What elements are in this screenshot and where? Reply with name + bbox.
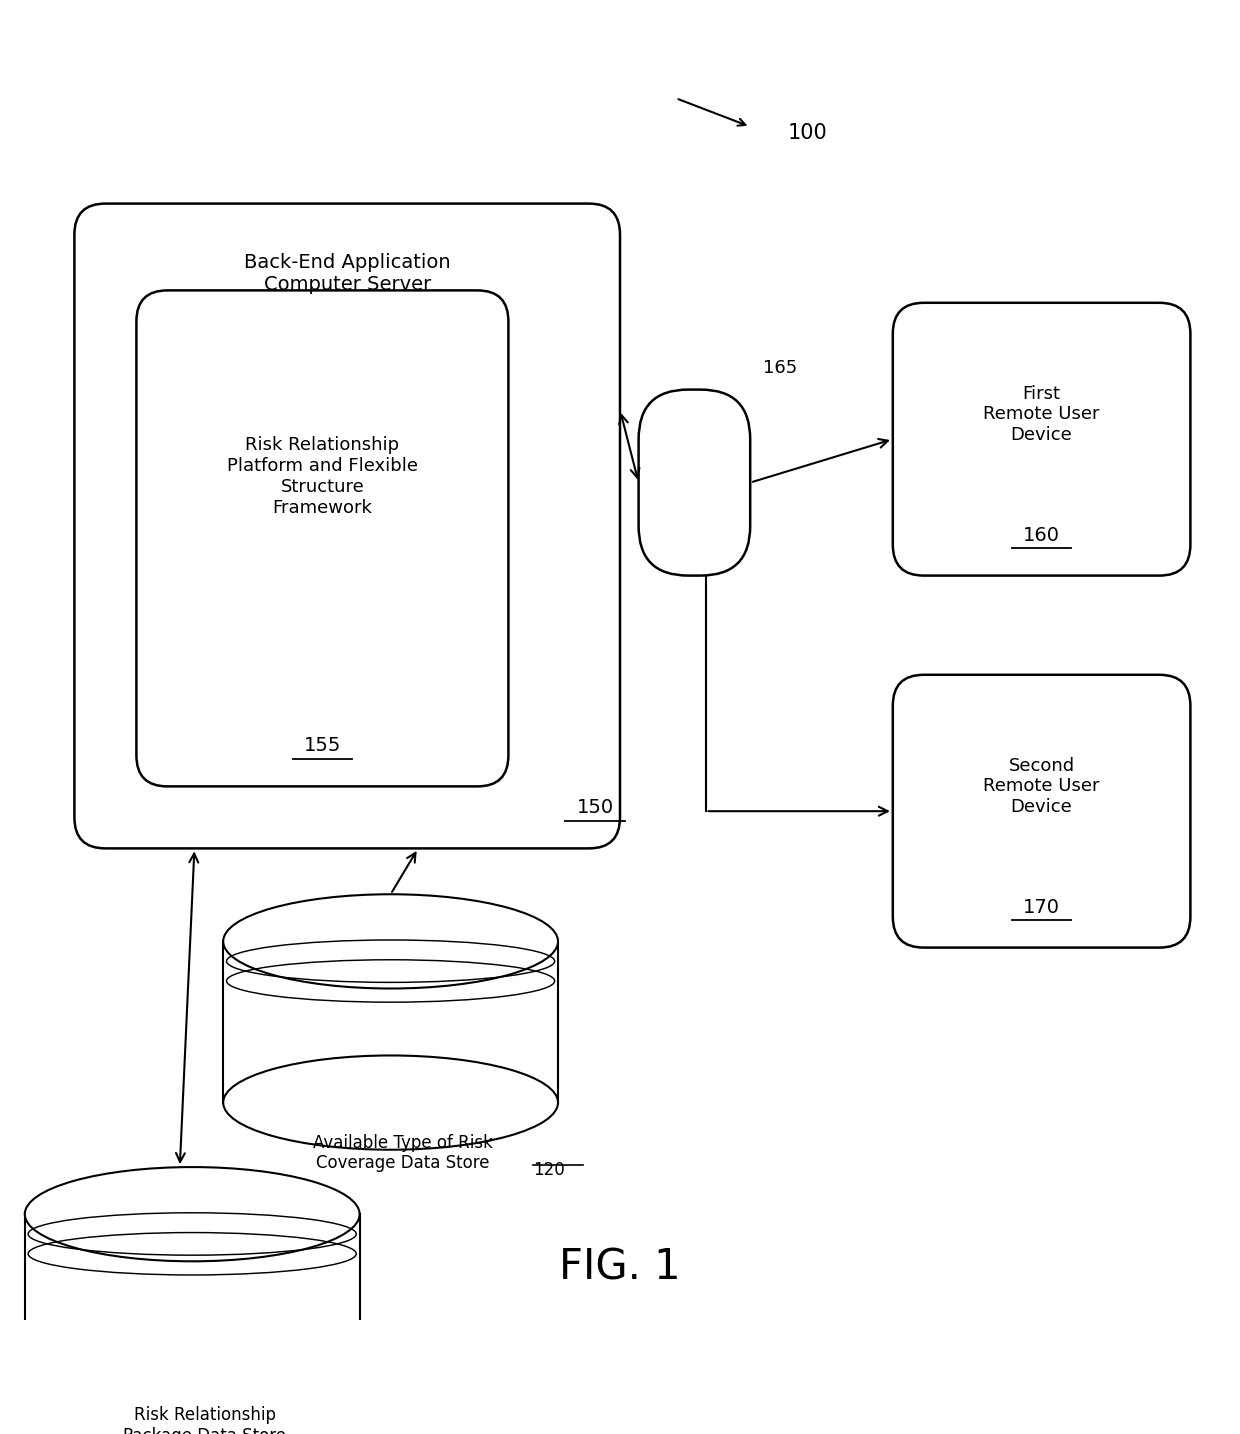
- Text: 165: 165: [763, 358, 797, 377]
- FancyBboxPatch shape: [893, 675, 1190, 948]
- Text: Available Type of Risk
Coverage Data Store: Available Type of Risk Coverage Data Sto…: [312, 1134, 494, 1173]
- Text: 120: 120: [533, 1162, 565, 1179]
- Text: First
Remote User
Device: First Remote User Device: [983, 384, 1100, 445]
- Ellipse shape: [25, 1328, 360, 1423]
- Text: FIG. 1: FIG. 1: [559, 1246, 681, 1289]
- FancyBboxPatch shape: [639, 390, 750, 575]
- Text: 150: 150: [577, 799, 614, 817]
- FancyBboxPatch shape: [136, 291, 508, 786]
- Text: Risk Relationship
Platform and Flexible
Structure
Framework: Risk Relationship Platform and Flexible …: [227, 436, 418, 516]
- FancyBboxPatch shape: [74, 204, 620, 849]
- Ellipse shape: [223, 1055, 558, 1150]
- Text: Risk Relationship
Package Data Store: Risk Relationship Package Data Store: [123, 1407, 286, 1434]
- Bar: [223, 941, 558, 1103]
- Bar: [25, 1215, 360, 1375]
- FancyBboxPatch shape: [893, 303, 1190, 575]
- Text: 100: 100: [787, 123, 827, 143]
- Text: Second
Remote User
Device: Second Remote User Device: [983, 757, 1100, 816]
- Text: 170: 170: [1023, 898, 1060, 916]
- Text: 160: 160: [1023, 526, 1060, 545]
- Text: Back-End Application
Computer Server: Back-End Application Computer Server: [244, 254, 450, 294]
- Ellipse shape: [223, 895, 558, 988]
- Ellipse shape: [25, 1167, 360, 1262]
- Text: 155: 155: [304, 737, 341, 756]
